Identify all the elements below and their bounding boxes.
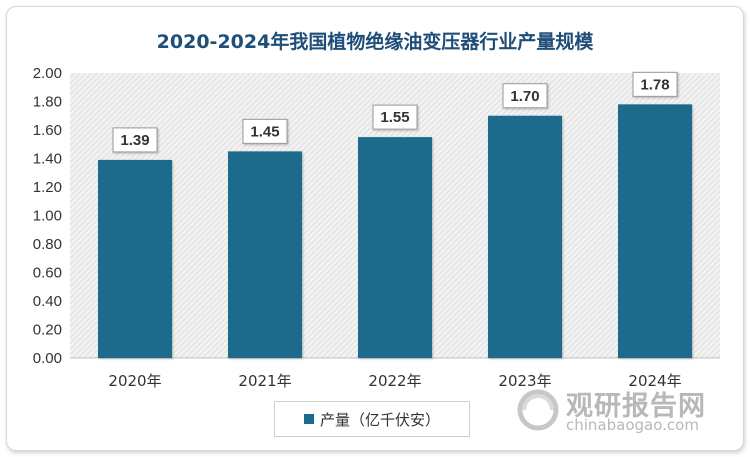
data-label-box <box>502 83 548 109</box>
bar <box>618 104 692 358</box>
x-tick-label: 2022年 <box>368 372 421 390</box>
data-label: 1.39 <box>120 132 149 149</box>
x-tick-label: 2020年 <box>108 372 161 390</box>
y-tick-label: 0.60 <box>33 265 62 282</box>
y-tick-label: 0.00 <box>33 350 62 367</box>
legend-label: 产量（亿千伏安） <box>319 410 440 429</box>
x-tick-label: 2021年 <box>238 372 291 390</box>
data-label-box <box>372 104 418 130</box>
bar <box>358 137 432 358</box>
data-label: 1.70 <box>510 88 539 105</box>
watermark-logo <box>517 389 559 431</box>
y-tick-label: 1.60 <box>33 122 62 139</box>
x-tick-label: 2023年 <box>498 372 551 390</box>
y-tick-label: 1.20 <box>33 179 62 196</box>
data-label-box <box>112 127 158 153</box>
y-tick-label: 0.40 <box>33 293 62 310</box>
watermark-brand: 观研报告网 <box>566 391 706 422</box>
data-label-box <box>242 118 288 144</box>
y-tick-label: 2.00 <box>33 65 62 82</box>
chart-title: 2020-2024年我国植物绝缘油变压器行业产量规模 <box>156 31 594 53</box>
x-tick-label: 2024年 <box>628 372 681 390</box>
y-tick-label: 0.80 <box>33 236 62 253</box>
watermark-url: chinabaogao.com <box>566 416 699 434</box>
bar <box>228 151 302 358</box>
data-label-box <box>632 71 678 97</box>
bar <box>98 159 172 358</box>
data-label: 1.78 <box>640 76 669 93</box>
y-tick-label: 1.80 <box>33 94 62 111</box>
y-tick-label: 1.00 <box>33 208 62 225</box>
bar <box>488 115 562 358</box>
y-tick-label: 0.20 <box>33 322 62 339</box>
data-label: 1.45 <box>250 123 279 140</box>
legend: 产量（亿千伏安） <box>274 401 470 437</box>
data-label: 1.55 <box>380 109 409 126</box>
legend-swatch <box>303 414 314 424</box>
y-tick-label: 1.40 <box>33 151 62 168</box>
